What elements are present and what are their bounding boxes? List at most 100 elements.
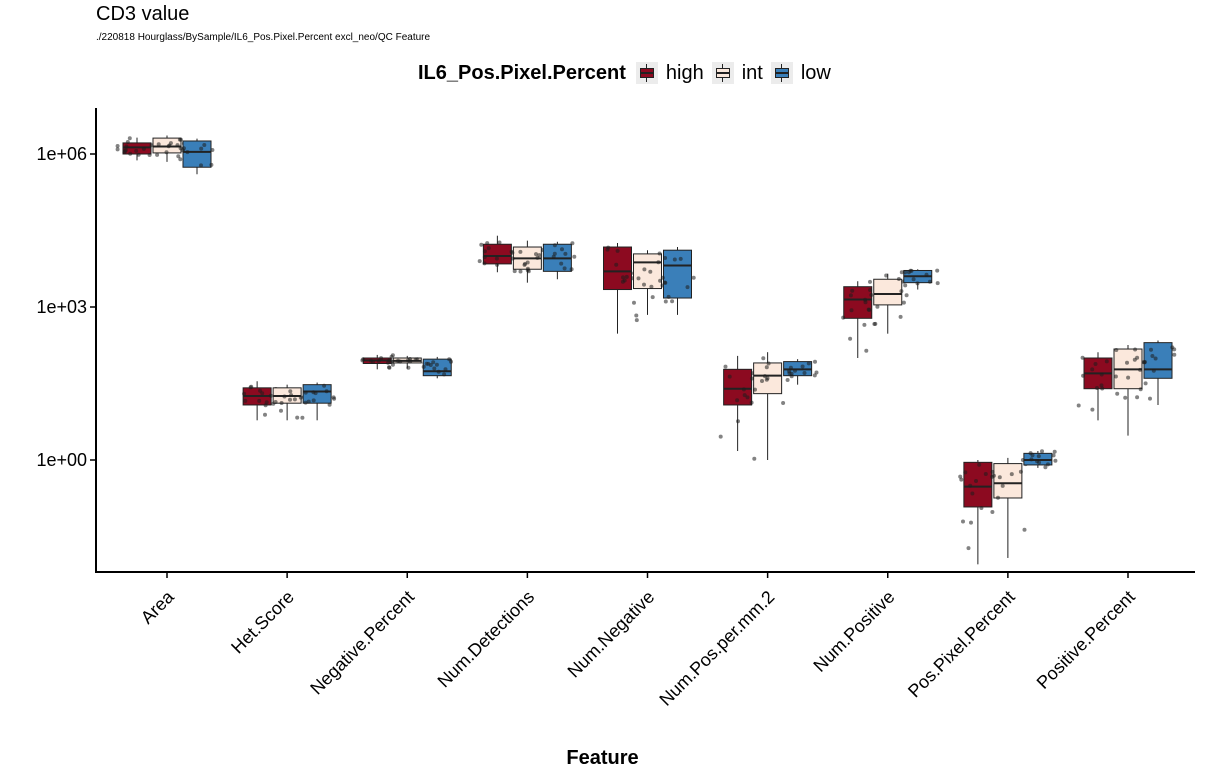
data-point xyxy=(764,377,769,382)
data-point xyxy=(615,248,620,253)
data-point xyxy=(369,358,373,363)
data-point xyxy=(494,256,499,261)
data-point xyxy=(806,361,811,366)
data-point xyxy=(477,259,482,264)
data-point xyxy=(875,304,880,309)
data-point xyxy=(959,477,964,482)
data-point xyxy=(915,281,920,286)
data-point xyxy=(249,384,254,389)
data-point xyxy=(512,269,517,274)
data-point xyxy=(927,279,932,284)
data-point xyxy=(306,399,311,404)
data-point xyxy=(273,400,278,404)
data-point xyxy=(421,364,426,369)
data-point xyxy=(396,358,400,363)
data-point xyxy=(621,275,625,280)
data-point xyxy=(124,144,129,149)
data-point xyxy=(1099,383,1104,388)
data-point xyxy=(263,403,268,408)
data-point xyxy=(1051,453,1056,458)
data-point xyxy=(761,356,766,361)
data-point xyxy=(1100,386,1105,391)
data-point xyxy=(969,520,973,525)
data-point xyxy=(749,376,754,381)
data-point xyxy=(534,252,538,257)
data-point xyxy=(632,300,636,305)
data-point xyxy=(868,288,873,292)
data-point xyxy=(997,475,1002,480)
data-point xyxy=(968,483,973,488)
data-point xyxy=(1046,462,1050,467)
data-point xyxy=(899,270,904,275)
legend-label-int: int xyxy=(741,61,763,84)
data-point xyxy=(1123,395,1128,400)
data-point xyxy=(1053,458,1058,463)
data-point xyxy=(966,546,971,551)
data-point xyxy=(1114,348,1119,352)
data-point xyxy=(303,400,308,405)
data-point xyxy=(406,365,411,370)
data-point xyxy=(1095,386,1099,390)
data-point xyxy=(963,470,968,475)
legend-label-high: high xyxy=(665,61,704,84)
data-point xyxy=(848,293,853,298)
box-high xyxy=(963,461,993,508)
data-point xyxy=(785,378,790,382)
data-point xyxy=(648,269,653,274)
x-tick-label: Num.Negative xyxy=(564,587,659,682)
data-point xyxy=(662,280,667,285)
data-point xyxy=(426,361,431,366)
data-point xyxy=(656,260,661,265)
data-point xyxy=(288,389,293,394)
data-point xyxy=(288,397,292,402)
data-point xyxy=(735,398,740,403)
y-tick-label: 1e+03 xyxy=(36,297,87,317)
data-point xyxy=(727,374,732,379)
data-point xyxy=(479,242,484,247)
data-point xyxy=(636,276,641,281)
data-point xyxy=(869,293,874,297)
data-point xyxy=(1022,527,1027,532)
data-point xyxy=(666,294,671,299)
data-point xyxy=(634,318,639,323)
data-point xyxy=(935,281,940,286)
box-int xyxy=(633,253,662,290)
data-point xyxy=(670,299,675,304)
data-point xyxy=(781,401,786,405)
data-point xyxy=(884,273,889,278)
x-tick-label: Area xyxy=(137,586,179,628)
data-point xyxy=(199,163,203,168)
data-point xyxy=(990,469,995,474)
data-point xyxy=(814,370,819,375)
data-point xyxy=(510,250,515,255)
data-point xyxy=(896,277,901,281)
data-point xyxy=(901,300,906,305)
x-tick-label: Negative.Percent xyxy=(306,587,418,699)
data-point xyxy=(147,153,152,157)
data-point xyxy=(379,356,384,361)
data-point xyxy=(614,262,619,267)
data-point xyxy=(279,401,284,405)
data-point xyxy=(164,150,169,155)
data-point xyxy=(495,262,500,267)
data-point xyxy=(764,365,769,370)
legend-item-high: high xyxy=(635,61,704,85)
data-point xyxy=(970,491,975,496)
x-tick-label: Num.Pos.per.mm.2 xyxy=(655,587,778,710)
legend-item-low: low xyxy=(770,62,831,85)
data-point xyxy=(552,243,557,248)
x-tick-label: Positive.Percent xyxy=(1033,587,1139,693)
data-point xyxy=(991,473,996,478)
data-point xyxy=(408,357,412,361)
data-point xyxy=(442,372,447,377)
data-point xyxy=(903,283,908,288)
data-point xyxy=(432,366,437,371)
data-point xyxy=(1035,459,1040,464)
data-point xyxy=(311,398,316,403)
data-point xyxy=(1000,483,1005,488)
data-point xyxy=(841,315,846,320)
data-point xyxy=(863,297,868,302)
data-point xyxy=(1030,453,1035,458)
data-point xyxy=(149,143,154,148)
data-point xyxy=(178,157,183,162)
